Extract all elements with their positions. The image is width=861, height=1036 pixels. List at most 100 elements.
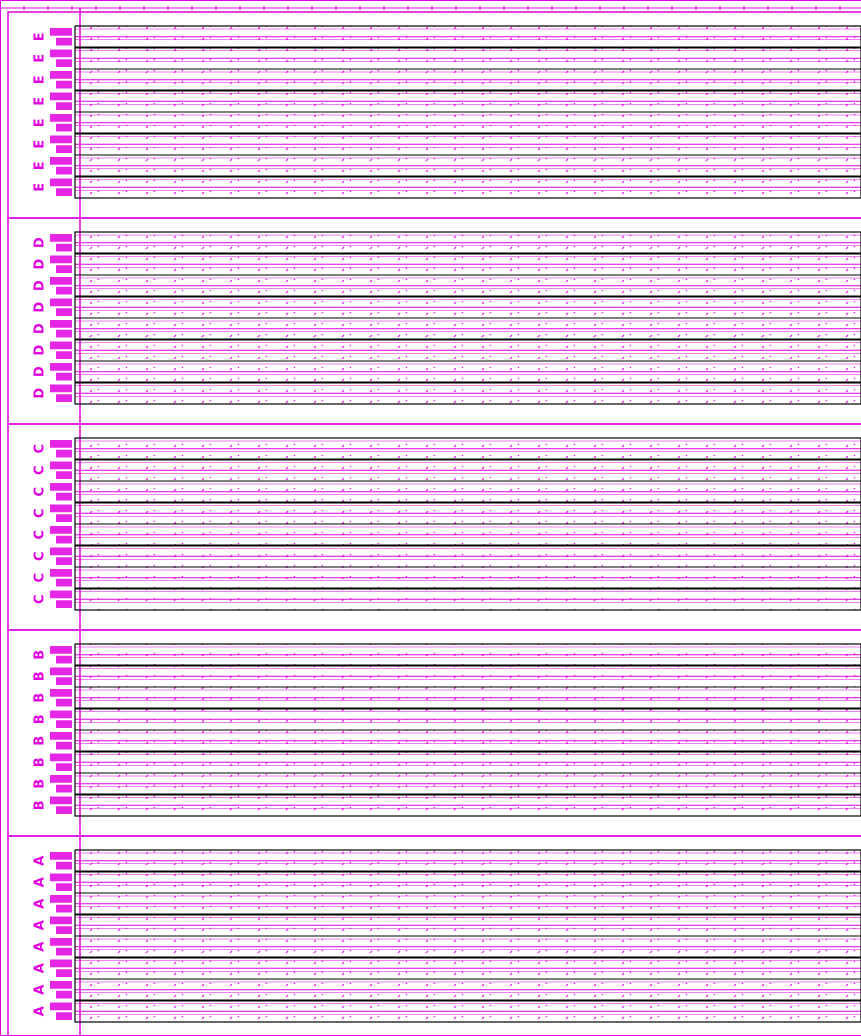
row-letter: A: [33, 920, 48, 930]
pin-block: [50, 49, 72, 58]
row-letter: A: [33, 877, 48, 887]
pin-block: [50, 547, 72, 556]
pin-block: [50, 895, 72, 903]
pin-block: [56, 372, 72, 381]
pin-block: [56, 394, 72, 402]
pin-block: [50, 1002, 72, 1011]
pin-block: [50, 753, 72, 762]
pin-block: [56, 188, 72, 196]
pin-block: [50, 363, 72, 371]
pin-block: [56, 351, 72, 359]
row-letter: B: [33, 779, 48, 789]
pin-block: [56, 926, 72, 934]
pin-block: [56, 806, 72, 814]
pin-block: [50, 341, 72, 350]
row-letter: C: [33, 465, 48, 475]
pin-block: [50, 732, 72, 740]
pin-block: [50, 320, 72, 328]
pin-block: [50, 916, 72, 925]
pin-block: [56, 720, 72, 728]
pin-block: [56, 514, 72, 522]
pin-block: [56, 286, 72, 295]
pin-block: [56, 784, 72, 793]
row-letter: A: [33, 985, 48, 995]
row-letter: B: [33, 671, 48, 681]
pin-block: [50, 775, 72, 783]
row-letter: E: [33, 140, 48, 149]
pin-block: [56, 655, 72, 664]
pin-block: [56, 1012, 72, 1020]
row-letter: A: [33, 1006, 48, 1016]
pin-block: [56, 969, 72, 977]
row-letter: C: [33, 594, 48, 604]
strip-box: [74, 643, 861, 817]
pin-block: [56, 947, 72, 956]
pin-block: [50, 796, 72, 805]
pin-block: [50, 298, 72, 307]
pin-block: [50, 461, 72, 470]
row-letter: D: [33, 237, 48, 248]
pin-block: [56, 698, 72, 707]
pin-block: [56, 763, 72, 771]
pin-block: [50, 959, 72, 968]
pin-block: [56, 265, 72, 273]
pin-block: [50, 873, 72, 882]
row-letter: B: [33, 800, 48, 810]
pin-block: [50, 157, 72, 165]
pin-block: [56, 883, 72, 891]
row-letter: D: [33, 280, 48, 291]
pin-block: [50, 92, 72, 101]
pin-block: [50, 646, 72, 654]
pin-block: [56, 492, 72, 501]
row-letter: D: [33, 323, 48, 334]
row-letter: E: [33, 75, 48, 84]
row-letter: C: [33, 444, 48, 454]
pin-block: [56, 308, 72, 316]
row-letter: C: [33, 530, 48, 540]
pin-block: [50, 255, 72, 264]
pin-block: [56, 535, 72, 544]
strip-box: [74, 849, 861, 1023]
row-letter: E: [33, 183, 48, 192]
pin-block: [56, 329, 72, 338]
pin-block: [56, 123, 72, 132]
pin-block: [50, 526, 72, 534]
row-letter: E: [33, 118, 48, 127]
pin-block: [56, 741, 72, 750]
pin-block: [56, 471, 72, 479]
pin-block: [50, 28, 72, 36]
row-letter: A: [33, 899, 48, 909]
row-letter: B: [33, 650, 48, 660]
row-letter: B: [33, 714, 48, 724]
pin-block: [50, 852, 72, 860]
row-letter: D: [33, 302, 48, 313]
pin-block: [50, 178, 72, 187]
row-letter: D: [33, 259, 48, 270]
pin-block: [56, 557, 72, 565]
row-letter: C: [33, 551, 48, 561]
row-letter: E: [33, 32, 48, 41]
strip-box: [74, 25, 861, 199]
section-frame: [7, 835, 861, 1036]
pin-block: [56, 37, 72, 46]
pin-block: [50, 710, 72, 719]
row-letter: A: [33, 963, 48, 973]
pin-block: [56, 166, 72, 175]
pin-block: [56, 578, 72, 587]
pin-block: [50, 590, 72, 599]
pin-block: [50, 667, 72, 676]
row-letter: D: [33, 366, 48, 377]
row-letter: D: [33, 345, 48, 356]
pin-block: [56, 600, 72, 608]
pin-block: [56, 59, 72, 67]
pin-block: [50, 483, 72, 491]
pin-block: [56, 145, 72, 153]
pin-block: [50, 114, 72, 122]
pin-block: [50, 135, 72, 144]
row-letter: E: [33, 54, 48, 63]
pin-block: [50, 71, 72, 79]
row-letter: E: [33, 97, 48, 106]
pin-block: [56, 904, 72, 913]
pin-block: [50, 277, 72, 285]
